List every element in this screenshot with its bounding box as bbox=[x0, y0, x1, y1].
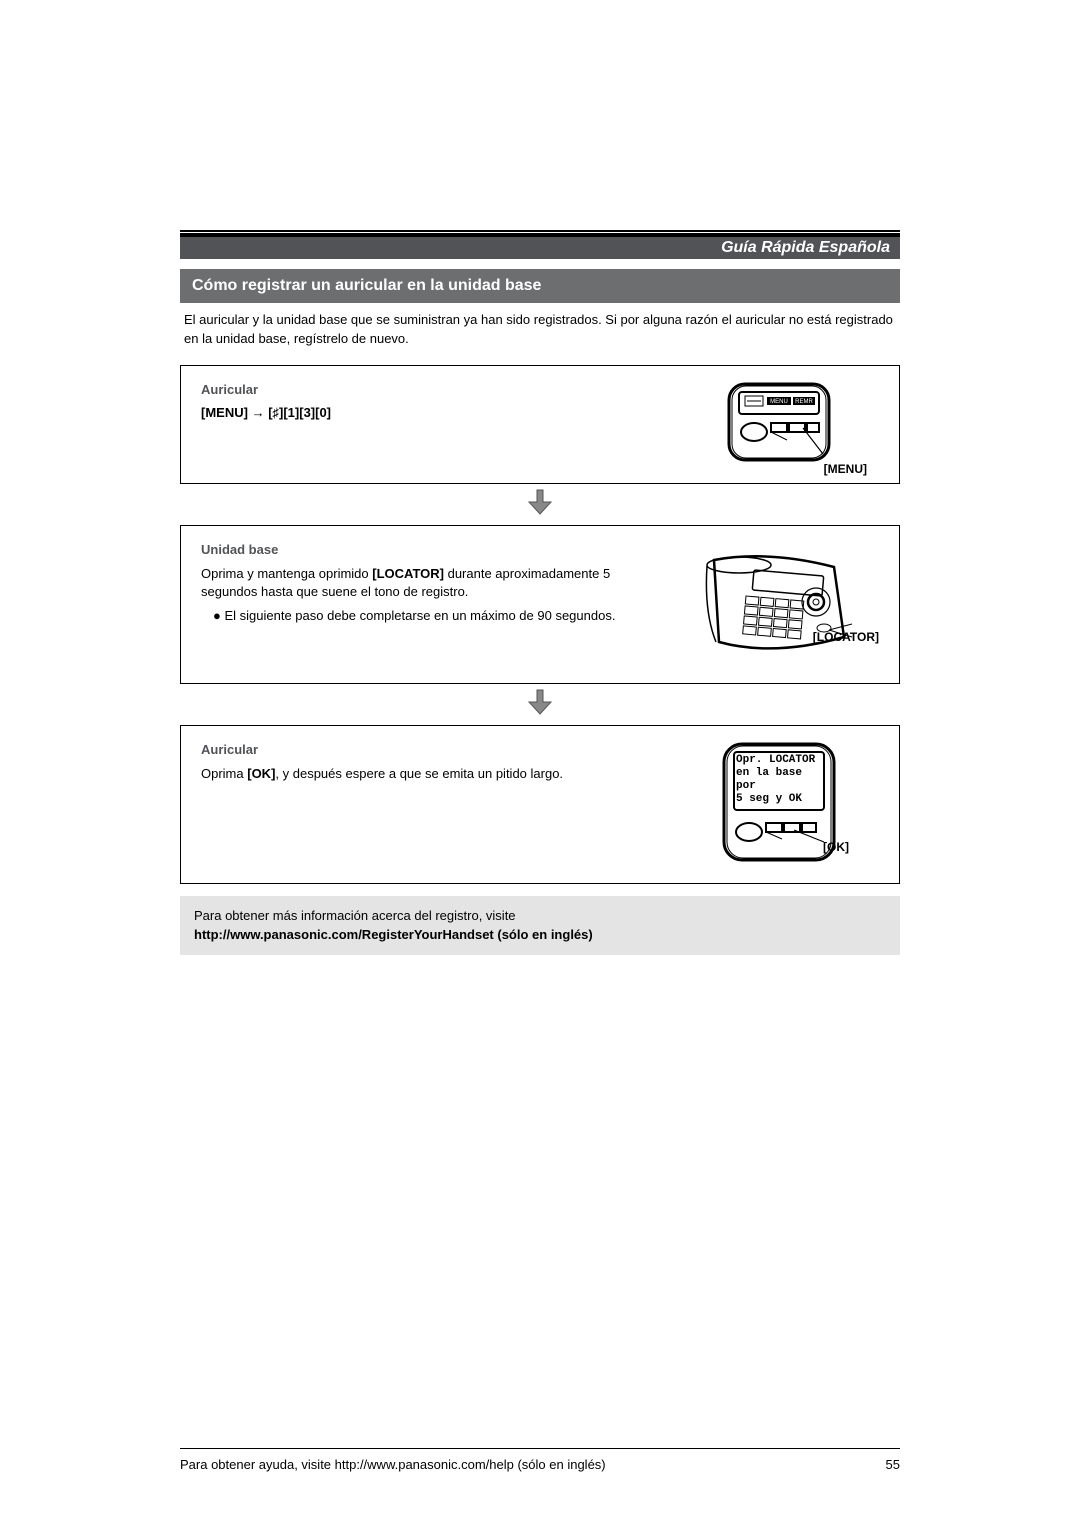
step3-post: , y después espere a que se emita un pit… bbox=[275, 766, 563, 781]
arrow-down-1 bbox=[180, 488, 900, 521]
arrow: → bbox=[252, 405, 265, 420]
arrow-down-2 bbox=[180, 688, 900, 721]
handset-illustration-1: MENU REMR bbox=[719, 382, 839, 467]
step3-pre: Oprima bbox=[201, 766, 247, 781]
step-box-base: Unidad base Oprima y mantenga oprimido [… bbox=[180, 525, 900, 684]
menu-button-label: [MENU] bbox=[201, 405, 248, 420]
info-line1: Para obtener más información acerca del … bbox=[194, 906, 886, 926]
step2-text: Oprima y mantenga oprimido [LOCATOR] dur… bbox=[201, 565, 659, 601]
step3-text: Oprima [OK], y después espere a que se e… bbox=[201, 765, 659, 783]
intro-text: El auricular y la unidad base que se sum… bbox=[180, 303, 900, 357]
step1-code-line: [MENU] → [♯][1][3][0] bbox=[201, 405, 659, 420]
step2-heading: Unidad base bbox=[201, 542, 659, 557]
info-box: Para obtener más información acerca del … bbox=[180, 896, 900, 955]
dial-code: [♯][1][3][0] bbox=[268, 405, 331, 420]
svg-text:MENU: MENU bbox=[770, 399, 788, 405]
step-box-handset-1: Auricular [MENU] → [♯][1][3][0] MENU RE bbox=[180, 365, 900, 484]
page-number: 55 bbox=[886, 1457, 900, 1472]
page-footer: Para obtener ayuda, visite http://www.pa… bbox=[180, 1448, 900, 1472]
manual-page: Guía Rápida Española Cómo registrar un a… bbox=[0, 0, 1080, 1015]
base-unit-illustration bbox=[694, 542, 864, 667]
info-line2: http://www.panasonic.com/RegisterYourHan… bbox=[194, 925, 886, 945]
ok-label: [OK] bbox=[247, 766, 275, 781]
footer-text: Para obtener ayuda, visite http://www.pa… bbox=[180, 1457, 606, 1472]
step-box-handset-2: Auricular Oprima [OK], y después espere … bbox=[180, 725, 900, 884]
ok-callout: [OK] bbox=[823, 840, 849, 854]
step3-heading: Auricular bbox=[201, 742, 659, 757]
locator-callout: [LOCATOR] bbox=[813, 630, 879, 644]
header-rule-thin bbox=[180, 230, 900, 232]
guide-title: Guía Rápida Española bbox=[180, 237, 900, 259]
step2-pre: Oprima y mantenga oprimido bbox=[201, 566, 372, 581]
locator-label: [LOCATOR] bbox=[372, 566, 444, 581]
step2-bullet: ● El siguiente paso debe completarse en … bbox=[207, 607, 659, 625]
menu-callout: [MENU] bbox=[824, 462, 867, 476]
step1-heading: Auricular bbox=[201, 382, 659, 397]
section-title: Cómo registrar un auricular en la unidad… bbox=[180, 269, 900, 303]
svg-text:REMR: REMR bbox=[795, 399, 813, 405]
